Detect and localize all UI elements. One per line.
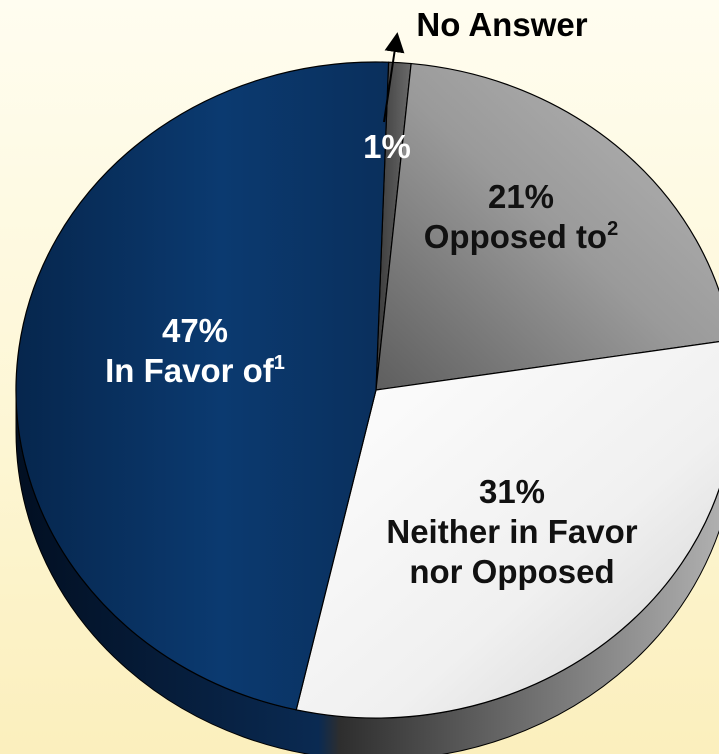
pie-slice-neither-in-favor-nor-opposed bbox=[295, 341, 719, 719]
slice-label-in-favor-of: 47%In Favor of1 bbox=[105, 312, 285, 389]
slice-percent-label: 31% bbox=[479, 473, 545, 510]
slice-name-label: Neither in Favor bbox=[386, 513, 637, 550]
slice-percent-label: 1% bbox=[363, 128, 411, 165]
annotation-arrow bbox=[383, 32, 405, 123]
slice-name-label: In Favor of1 bbox=[105, 352, 285, 389]
slice-label-opposed-to: 21%Opposed to2 bbox=[424, 178, 618, 255]
slice-percent-label: 47% bbox=[162, 312, 228, 349]
slice-name-label: nor Opposed bbox=[409, 553, 614, 590]
slice-percent-label: 21% bbox=[488, 178, 554, 215]
annotation-label: No Answer bbox=[416, 6, 587, 43]
pie-slice-in-favor-of bbox=[15, 61, 390, 711]
slice-label-no-answer: 1% bbox=[363, 128, 411, 165]
slice-name-label: Opposed to2 bbox=[424, 218, 618, 255]
pie-slice-opposed-to bbox=[375, 62, 719, 391]
